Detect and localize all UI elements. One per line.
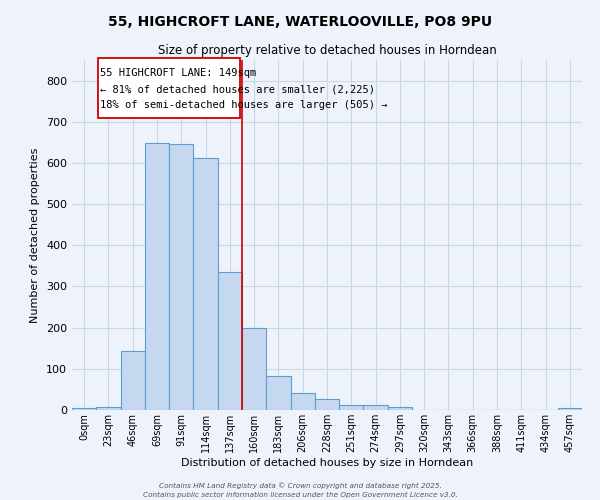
Text: 55 HIGHCROFT LANE: 149sqm: 55 HIGHCROFT LANE: 149sqm (100, 68, 256, 78)
Text: 18% of semi-detached houses are larger (505) →: 18% of semi-detached houses are larger (… (100, 100, 388, 110)
Bar (121, 351, 145, 410)
FancyBboxPatch shape (97, 58, 239, 118)
Bar (72, 408, 96, 410)
Bar (364, 404, 388, 410)
Text: ← 81% of detached houses are smaller (2,225): ← 81% of detached houses are smaller (2,… (100, 84, 375, 94)
Bar (96, 406, 121, 410)
Bar (339, 406, 364, 410)
Bar (315, 399, 339, 410)
Text: Contains HM Land Registry data © Crown copyright and database right 2025.
Contai: Contains HM Land Registry data © Crown c… (143, 482, 457, 498)
Bar (193, 158, 218, 410)
Bar (218, 272, 242, 410)
Bar (266, 376, 290, 410)
Bar (169, 144, 193, 410)
Text: 55, HIGHCROFT LANE, WATERLOOVILLE, PO8 9PU: 55, HIGHCROFT LANE, WATERLOOVILLE, PO8 9… (108, 15, 492, 29)
Bar (242, 328, 266, 410)
X-axis label: Distribution of detached houses by size in Horndean: Distribution of detached houses by size … (181, 458, 473, 468)
Y-axis label: Number of detached properties: Number of detached properties (31, 148, 40, 322)
Bar (145, 143, 169, 410)
Bar (290, 392, 315, 410)
Title: Size of property relative to detached houses in Horndean: Size of property relative to detached ho… (158, 44, 496, 58)
Bar (558, 408, 582, 410)
Bar (388, 406, 412, 410)
